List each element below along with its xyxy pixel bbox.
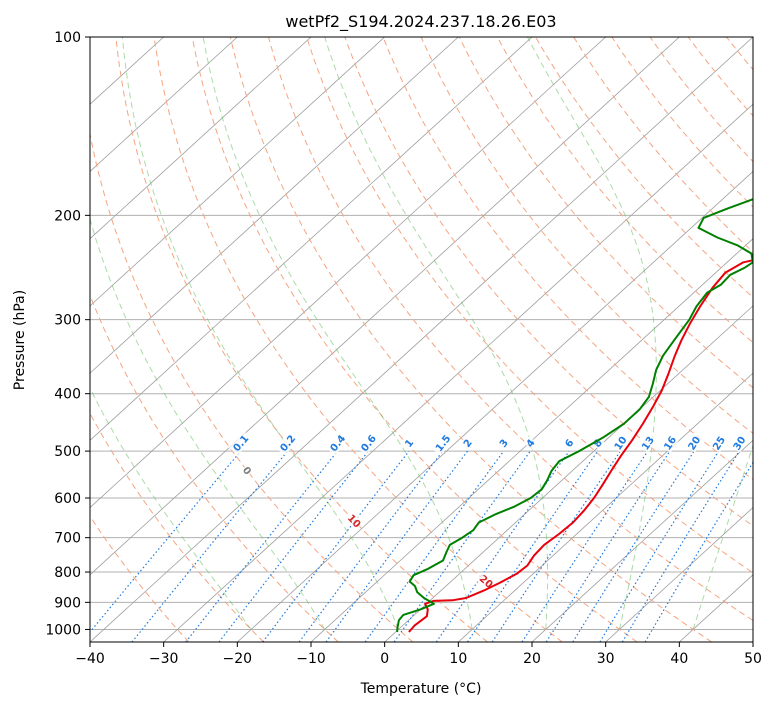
mixing-ratio-label-bg [275, 430, 300, 456]
mixing-ratio-label-bg [590, 436, 606, 451]
isotherm-gridline [90, 37, 533, 441]
isotherm-gridline [163, 103, 753, 642]
moist-adiabat-line [692, 444, 753, 630]
mixing-ratio-label-bg [638, 433, 658, 453]
x-tick-label: 0 [380, 651, 389, 667]
isotherm-gridline [90, 37, 753, 642]
dry-adiabat-line [115, 37, 488, 642]
y-tick-label: 600 [54, 491, 81, 507]
mixing-ratio-label-bg [660, 433, 680, 453]
isotherm-gridline [90, 37, 680, 576]
mixing-ratio-label-bg [684, 433, 704, 453]
adiabat-label-bg [239, 463, 255, 478]
x-tick-label: −20 [223, 651, 253, 667]
mixing-ratio-line [218, 450, 369, 642]
dry-adiabat-line [229, 37, 712, 642]
isotherm-gridline [458, 372, 753, 642]
x-tick-label: −30 [149, 651, 179, 667]
y-tick-label: 500 [54, 444, 81, 460]
axes: −40 −30 −20 −10 0 10 20 30 40 50 1000 900 800 700 600 5… [45, 30, 762, 667]
dry-adiabat-line [573, 37, 753, 253]
y-tick-label: 1000 [45, 622, 81, 638]
plot-frame [89, 36, 754, 643]
y-tick-label: 300 [54, 313, 81, 329]
moist-adiabat-line [527, 37, 657, 630]
x-tick-label: 50 [744, 651, 762, 667]
isotherm-gridline [90, 37, 238, 172]
mixing-ratio-label-bg [431, 430, 455, 456]
isotherm-gridline [310, 238, 753, 642]
isotherm-gridline [384, 305, 753, 642]
x-tick-label: 20 [523, 651, 541, 667]
isotherm-gridline [237, 170, 753, 642]
isotherm-gridline [531, 439, 753, 642]
mixing-ratio-line [644, 461, 753, 642]
mixing-ratio-label-bg [611, 433, 630, 453]
mixing-ratio-line [90, 450, 242, 633]
x-tick-label: 10 [449, 651, 467, 667]
y-tick-label: 700 [54, 531, 81, 547]
isotherm-gridline [90, 37, 312, 240]
isotherm-gridline [605, 507, 753, 642]
mixing-ratio-line [185, 450, 339, 642]
mixing-ratio-line [621, 450, 740, 642]
mixing-ratio-label-bg [496, 435, 512, 451]
mixing-ratio-label-bg [401, 435, 417, 451]
mixing-ratio-line [572, 450, 695, 642]
y-tick-label: 900 [54, 595, 81, 611]
moist-adiabat-line [202, 37, 473, 630]
mixing-ratio-label-bg [356, 430, 381, 456]
x-tick-label: −40 [75, 651, 105, 667]
mixing-ratio-label-bg [709, 433, 729, 453]
moist-adiabat-line [121, 37, 399, 630]
x-tick-label: 40 [670, 651, 688, 667]
adiabat-label-bg [344, 511, 365, 531]
dry-adiabat-line [90, 131, 414, 642]
dry-adiabat-line [382, 37, 753, 481]
mixing-ratio-label-bg [325, 430, 350, 456]
y-tick-label: 200 [54, 208, 81, 224]
x-tick-label: 30 [597, 651, 615, 667]
mixing-ratio-line [545, 450, 671, 642]
mixing-ratio-label-bg [460, 435, 475, 451]
dry-adiabat-line [496, 37, 753, 344]
x-tick-label: −10 [296, 651, 326, 667]
x-axis-title: Temperature (°C) [360, 681, 482, 697]
dewpoint-profile-line [396, 198, 753, 633]
y-tick-label: 400 [54, 387, 81, 403]
dry-adiabat-line [649, 37, 753, 163]
y-tick-label: 100 [54, 30, 81, 46]
dry-adiabat-line [420, 37, 753, 434]
isotherm-gridline [90, 37, 459, 374]
mixing-ratio-label-bg [730, 433, 749, 453]
moist-adiabat-line [324, 37, 549, 630]
mixing-ratio-line [466, 450, 599, 642]
mixing-ratio-label-bg [522, 435, 538, 451]
mixing-ratio-label-bg [561, 436, 577, 451]
dry-adiabat-line [306, 37, 753, 574]
dry-adiabat-line [90, 412, 264, 642]
mixing-ratio-line [131, 450, 289, 642]
dry-adiabat-line [153, 37, 563, 642]
y-tick-label: 800 [54, 565, 81, 581]
temperature-profile-line [408, 259, 753, 633]
dry-adiabat-line [458, 37, 753, 389]
chart-title: wetPf2_S194.2024.237.18.26.E03 [285, 12, 556, 32]
isotherm-gridline [90, 37, 606, 509]
isotherm-gridline [90, 37, 385, 307]
dry-adiabat-line [268, 37, 753, 622]
dry-adiabat-line [90, 293, 339, 642]
dry-adiabat-line [344, 37, 753, 527]
mixing-ratio-line [599, 450, 720, 642]
dry-adiabat-line [191, 37, 638, 642]
y-axis-title: Pressure (hPa) [12, 290, 28, 390]
mixing-ratio-line [364, 450, 505, 642]
mixing-ratio-line [393, 450, 531, 642]
mixing-ratio-label-bg [228, 430, 253, 456]
moist-adiabat-line [90, 387, 252, 630]
mixing-ratio-line [262, 450, 410, 642]
